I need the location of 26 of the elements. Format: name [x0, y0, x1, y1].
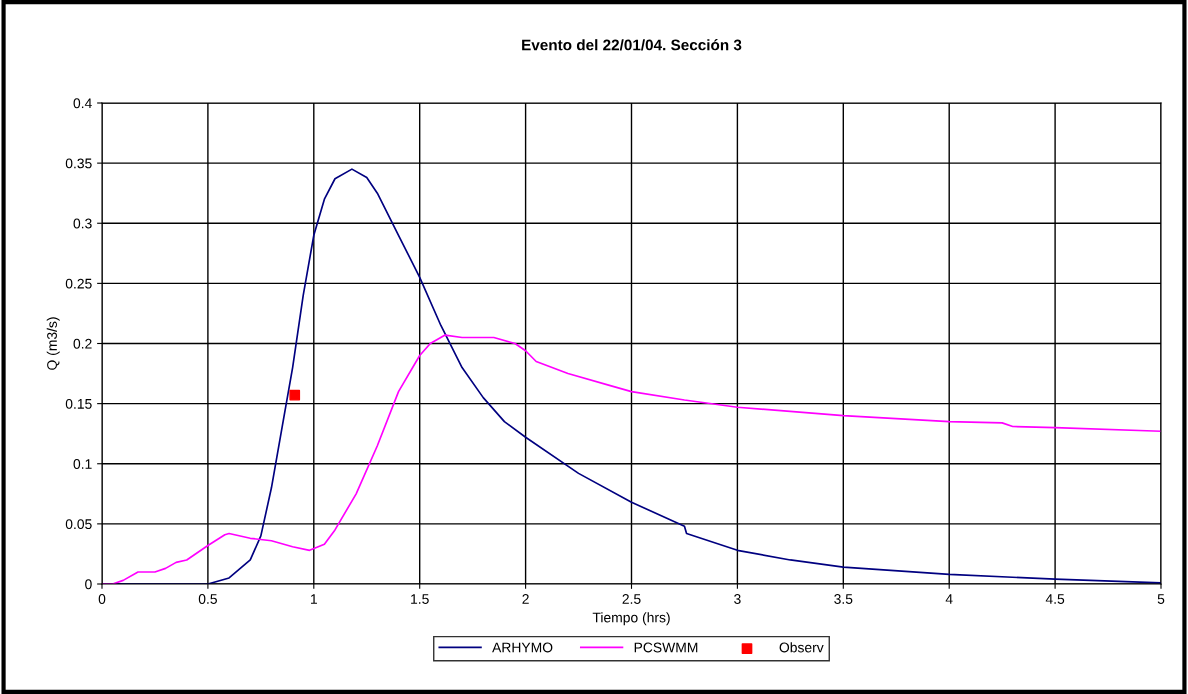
x-tick-label: 3.5 [834, 594, 853, 604]
y-tick-label: 0.1 [73, 459, 92, 469]
x-tick-label: 4.5 [1045, 594, 1065, 604]
y-tick-label: 0.35 [65, 158, 92, 169]
x-tick-label: 3 [734, 594, 741, 604]
x-tick-label: 0 [98, 594, 106, 604]
x-axis-title: Tiempo (hrs) [592, 612, 670, 626]
x-tick-label: 0.5 [198, 594, 217, 604]
x-tick-label: 2 [522, 594, 529, 604]
x-tick-label: 1.5 [411, 594, 429, 604]
legend-label: ARHYMO [492, 642, 553, 653]
y-tick-label: 0.3 [73, 218, 92, 229]
y-tick-label: 0.05 [65, 519, 92, 530]
chart-title: Evento del 22/01/04. Sección 3 [522, 39, 742, 51]
x-tick-label: 5 [1157, 594, 1165, 604]
y-tick-label: 0.25 [65, 278, 92, 289]
y-axis-title: Q (m3/s) [46, 317, 60, 370]
y-tick-label: 0 [85, 579, 92, 590]
y-tick-label: 0.15 [65, 398, 92, 409]
y-tick-label: 0.2 [73, 338, 92, 349]
legend-label: Observ [779, 642, 824, 653]
x-tick-label: 1 [311, 594, 317, 604]
x-tick-label: 4 [945, 594, 953, 604]
legend-label: PCSWMM [634, 642, 698, 653]
y-tick-label: 0.4 [73, 98, 92, 109]
x-tick-label: 2.5 [622, 594, 641, 604]
